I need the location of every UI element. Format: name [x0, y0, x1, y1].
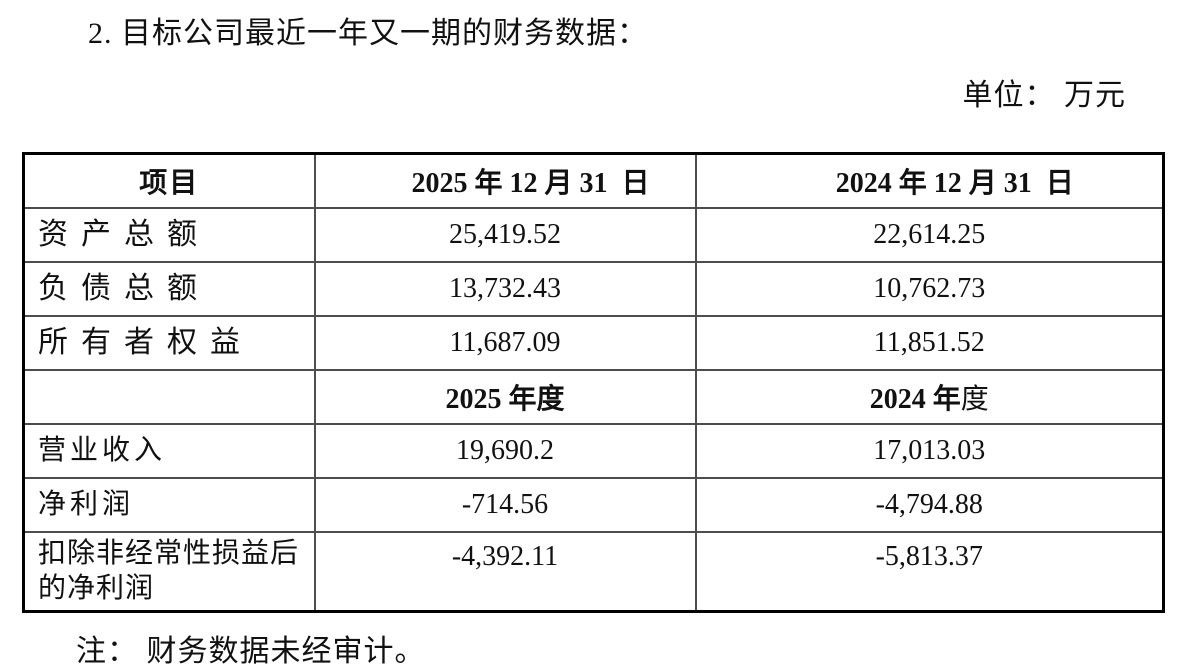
footnote: 注： 财务数据未经审计。 [76, 635, 426, 668]
table-row-net-profit: 净利润 -714.56 -4,794.88 [22, 476, 1165, 533]
header-2024-date-cell: 2024 年 12 月 31 日 [694, 152, 1165, 209]
value-2024-cell: 22,614.25 [694, 206, 1165, 263]
row-label-cell: 资产总额 [22, 206, 316, 263]
value-2025-cell: 13,732.43 [313, 260, 697, 317]
unit-label: 单位： 万元 [962, 79, 1126, 112]
table-row-owners-equity: 所有者权益 11,687.09 11,851.52 [22, 314, 1165, 371]
financial-table: 项目 2025 年 12 月 31 日 2024 年 12 月 31 日 资产总… [22, 152, 1165, 613]
period-2024-regular-text: 度 [960, 383, 989, 415]
row-label-cell: 净利润 [22, 476, 316, 533]
header-2025-date-cell: 2025 年 12 月 31 日 [313, 152, 697, 209]
value-2024-cell: -5,813.37 [694, 530, 1165, 613]
period-header-row: 2025 年度 2024 年度 [22, 368, 1165, 425]
row-label-cell: 所有者权益 [22, 314, 316, 371]
table-row-total-assets: 资产总额 25,419.52 22,614.25 [22, 206, 1165, 263]
period-2024-cell: 2024 年度 [694, 368, 1165, 425]
table-row-total-liabilities: 负债总额 13,732.43 10,762.73 [22, 260, 1165, 317]
period-2024-bold-text: 2024 年 [869, 383, 961, 415]
period-2025-cell: 2025 年度 [313, 368, 697, 425]
value-2024-cell: -4,794.88 [694, 476, 1165, 533]
value-2025-cell: 11,687.09 [313, 314, 697, 371]
row-label-cell: 扣除非经常性损益后 的净利润 [22, 530, 316, 613]
row-label-cell: 负债总额 [22, 260, 316, 317]
table-row-operating-revenue: 营业收入 19,690.2 17,013.03 [22, 422, 1165, 479]
value-2025-cell: -4,392.11 [313, 530, 697, 613]
row-label-cell: 营业收入 [22, 422, 316, 479]
value-2024-cell: 17,013.03 [694, 422, 1165, 479]
value-2024-cell: 11,851.52 [694, 314, 1165, 371]
table-header-row: 项目 2025 年 12 月 31 日 2024 年 12 月 31 日 [22, 152, 1165, 209]
value-2024-cell: 10,762.73 [694, 260, 1165, 317]
section-title: 2. 目标公司最近一年又一期的财务数据： [88, 17, 648, 50]
table-row-net-profit-after-deduction: 扣除非经常性损益后 的净利润 -4,392.11 -5,813.37 [22, 530, 1165, 613]
value-2025-cell: 19,690.2 [313, 422, 697, 479]
value-2025-cell: 25,419.52 [313, 206, 697, 263]
header-item-cell: 项目 [22, 152, 316, 209]
value-2025-cell: -714.56 [313, 476, 697, 533]
period-empty-cell [22, 368, 316, 425]
